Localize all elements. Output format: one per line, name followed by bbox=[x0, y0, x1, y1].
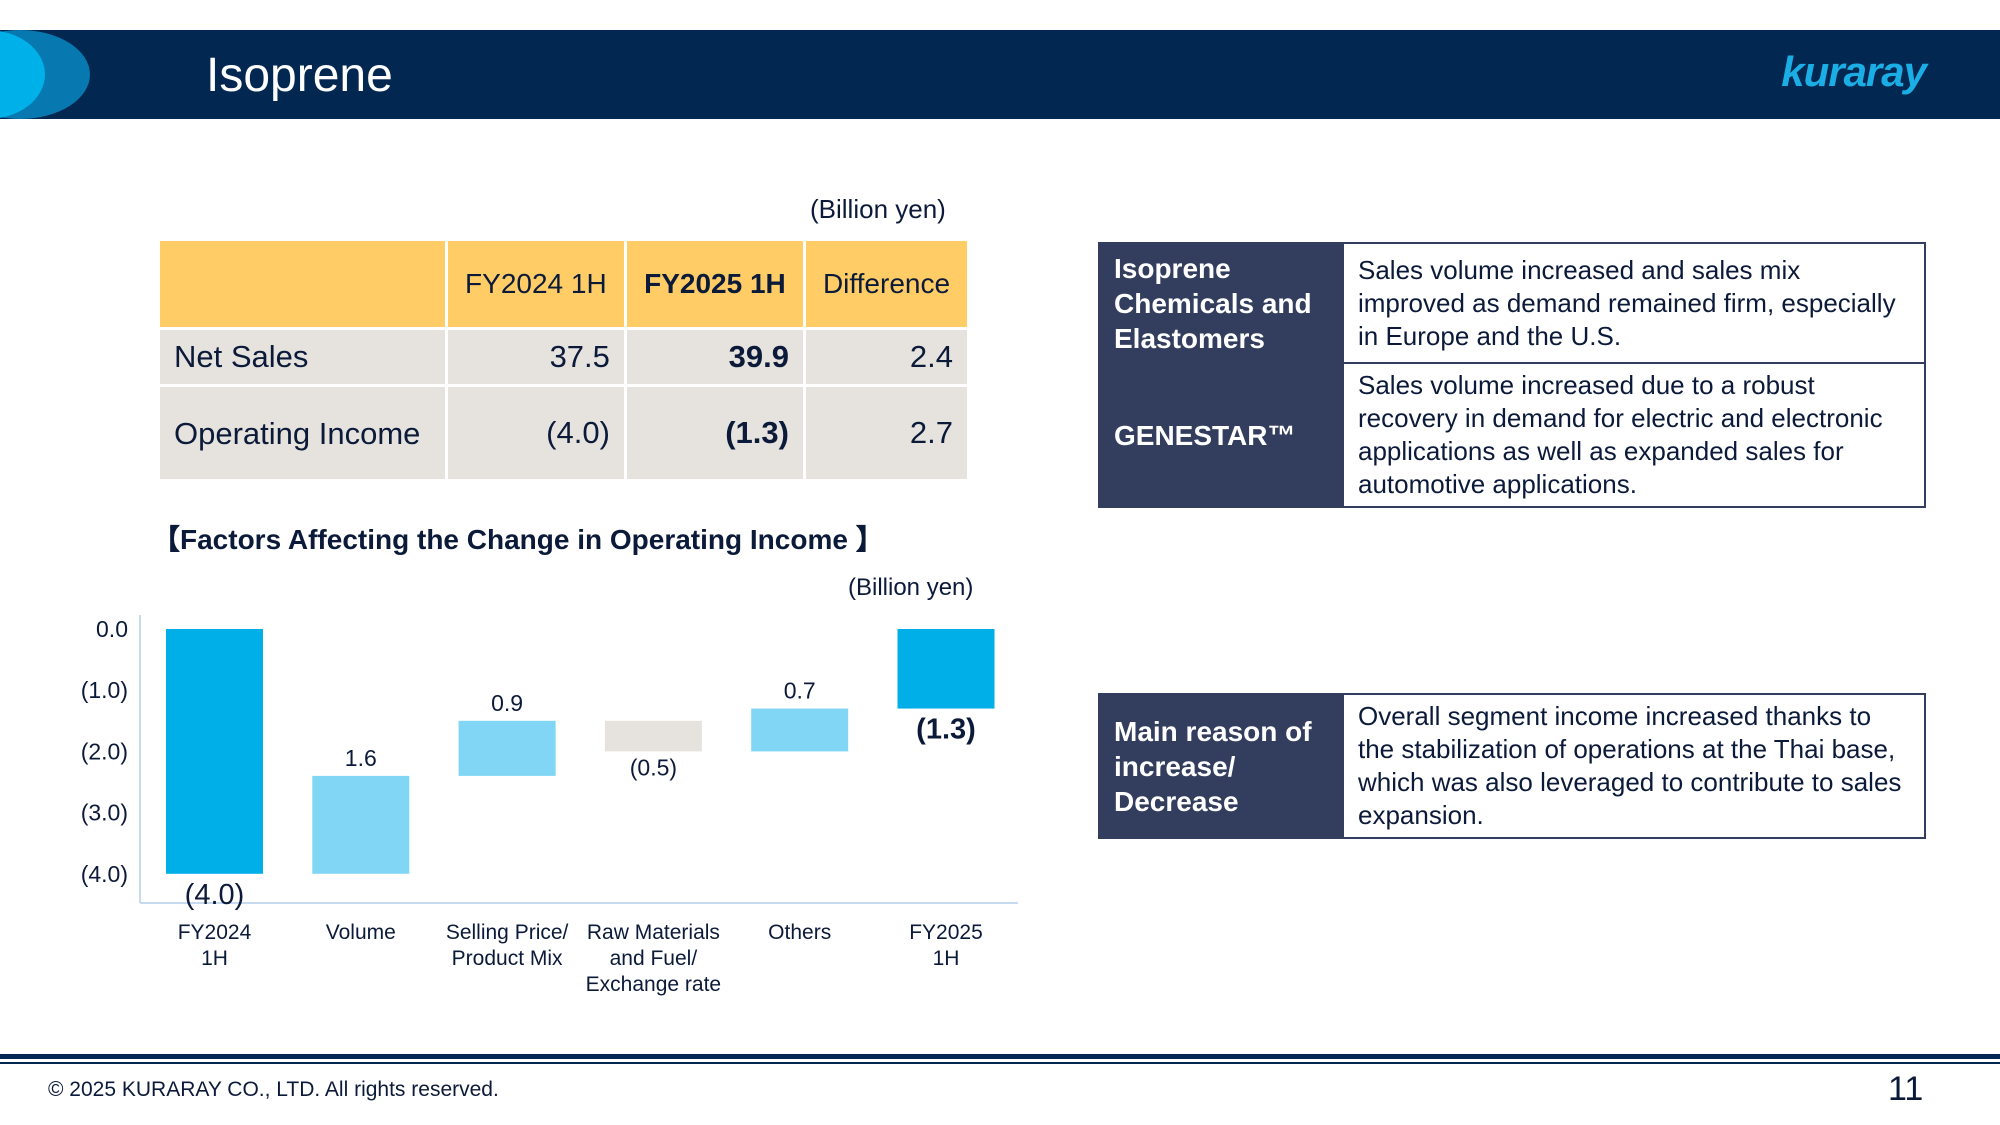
box-label: GENESTAR™ bbox=[1100, 364, 1344, 506]
box-label: Isoprene Chemicals and Elastomers bbox=[1100, 244, 1344, 362]
page-number: 11 bbox=[1888, 1070, 1924, 1108]
category-label: Others bbox=[768, 921, 831, 944]
header-cell: Difference bbox=[805, 241, 967, 327]
y-tick-label: (4.0) bbox=[81, 861, 128, 887]
chart-unit: (Billion yen) bbox=[848, 574, 974, 601]
box-text: Sales volume increased and sales mix imp… bbox=[1358, 254, 1896, 351]
data-label: 0.9 bbox=[491, 690, 523, 716]
data-label: (0.5) bbox=[630, 754, 677, 780]
header-bar: Isoprene kuraray bbox=[0, 30, 2000, 119]
table-unit: (Billion yen) bbox=[810, 194, 946, 224]
bar bbox=[312, 775, 410, 874]
y-tick-label: (1.0) bbox=[81, 677, 128, 703]
category-label: FY2024 bbox=[178, 921, 252, 944]
cell: 39.9 bbox=[626, 330, 803, 384]
category-label: Raw Materials bbox=[587, 921, 720, 944]
row-label: Operating Income bbox=[160, 387, 445, 479]
category-label: FY2025 bbox=[909, 921, 983, 944]
cell: 2.7 bbox=[805, 387, 967, 479]
info-box: Main reason of increase/ Decrease Overal… bbox=[1098, 693, 1926, 839]
category-label: 1H bbox=[201, 947, 228, 970]
category-label: Volume bbox=[326, 921, 396, 944]
table-row: Operating Income (4.0) (1.3) 2.7 bbox=[160, 387, 967, 479]
table-header-row: FY2024 1H FY2025 1H Difference bbox=[160, 241, 967, 327]
box-text: Overall segment income increased thanks … bbox=[1358, 701, 1902, 830]
header-cell: FY2024 1H bbox=[447, 241, 624, 327]
chart-title: 【Factors Affecting the Change in Operati… bbox=[152, 524, 884, 555]
category-label: Product Mix bbox=[452, 947, 563, 970]
page-title: Isoprene bbox=[206, 49, 393, 102]
cell: 2.4 bbox=[805, 330, 967, 384]
box-text: Sales volume increased due to a robust r… bbox=[1358, 370, 1883, 499]
bar bbox=[604, 720, 702, 752]
y-tick-label: (2.0) bbox=[81, 738, 128, 764]
bar bbox=[458, 720, 556, 776]
cell: 37.5 bbox=[447, 330, 624, 384]
kuraray-logo: kuraray bbox=[1781, 48, 1927, 95]
box-label: Main reason of increase/ Decrease bbox=[1100, 695, 1344, 837]
financial-table: FY2024 1H FY2025 1H Difference Net Sales… bbox=[157, 238, 970, 482]
header-cell: FY2025 1H bbox=[626, 241, 803, 327]
copyright: © 2025 KURARAY CO., LTD. All rights rese… bbox=[48, 1078, 499, 1101]
data-label: 1.6 bbox=[345, 745, 377, 771]
row-label: Net Sales bbox=[160, 330, 445, 384]
bar bbox=[751, 708, 849, 752]
category-label: and Fuel/ bbox=[610, 947, 698, 970]
category-label: 1H bbox=[933, 947, 960, 970]
info-box: GENESTAR™ Sales volume increased due to … bbox=[1098, 362, 1926, 508]
y-tick-label: (3.0) bbox=[81, 800, 128, 826]
footer-divider bbox=[0, 1062, 2000, 1064]
y-tick-label: 0.0 bbox=[96, 616, 128, 642]
data-label: (4.0) bbox=[185, 879, 245, 911]
table-row: Net Sales 37.5 39.9 2.4 bbox=[160, 330, 967, 384]
cell: (4.0) bbox=[447, 387, 624, 479]
bar bbox=[897, 629, 995, 709]
category-label: Selling Price/ bbox=[446, 921, 569, 944]
category-label: Exchange rate bbox=[586, 973, 721, 996]
info-box: Isoprene Chemicals and Elastomers Sales … bbox=[1098, 242, 1926, 364]
cell: (1.3) bbox=[626, 387, 803, 479]
header-cell bbox=[160, 241, 445, 327]
data-label: (1.3) bbox=[916, 714, 976, 746]
footer-divider bbox=[0, 1054, 2000, 1059]
bar bbox=[166, 629, 263, 874]
data-label: 0.7 bbox=[784, 678, 816, 704]
